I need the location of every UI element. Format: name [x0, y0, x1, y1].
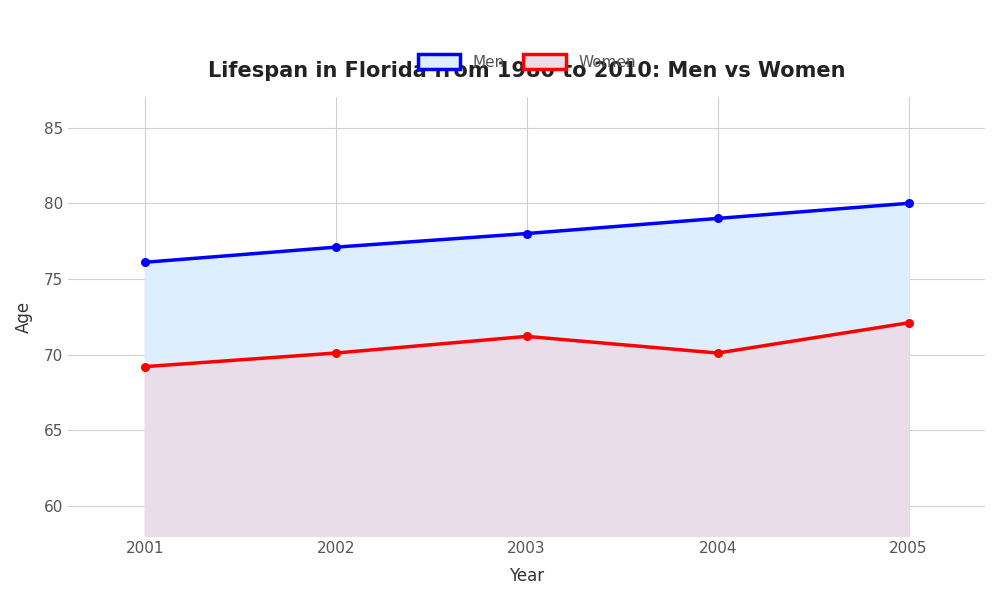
Y-axis label: Age: Age — [15, 301, 33, 333]
Legend: Men, Women: Men, Women — [411, 48, 642, 76]
Title: Lifespan in Florida from 1980 to 2010: Men vs Women: Lifespan in Florida from 1980 to 2010: M… — [208, 61, 845, 80]
X-axis label: Year: Year — [509, 567, 544, 585]
